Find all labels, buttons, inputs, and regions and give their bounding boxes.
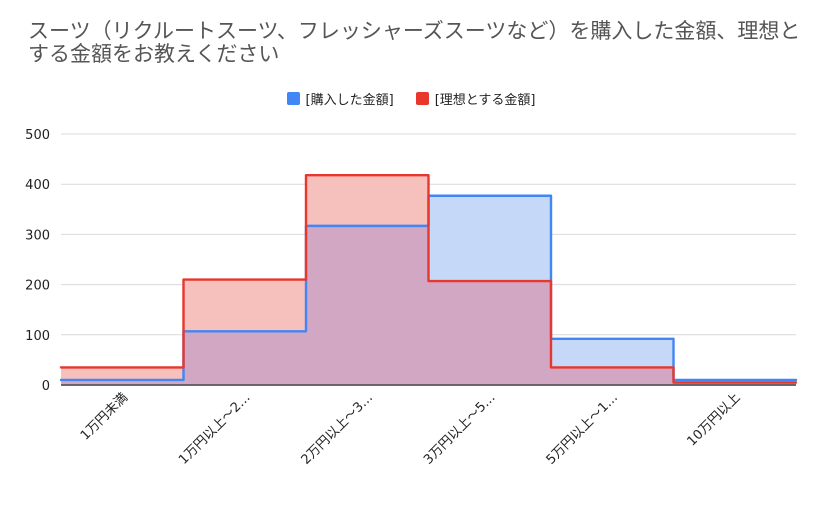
overlap-fill-2 bbox=[306, 225, 429, 385]
y-tick-label-300: 300 bbox=[25, 228, 50, 243]
x-tick-label-1: 1万円以上～2… bbox=[176, 390, 253, 467]
series-0-fill-4 bbox=[551, 338, 674, 368]
x-tick-label-5: 10万円以上 bbox=[685, 390, 744, 449]
series-line-1[interactable] bbox=[59, 173, 798, 384]
series-0-fill-3 bbox=[428, 195, 551, 282]
x-tick-label-2: 2万円以上～3… bbox=[299, 390, 376, 467]
legend-label-purchased: [購入した金額] bbox=[305, 93, 394, 108]
y-tick-label-400: 400 bbox=[25, 178, 50, 193]
overlap-fill-4 bbox=[551, 367, 674, 385]
y-tick-label-0: 0 bbox=[42, 379, 50, 394]
legend-item-ideal[interactable]: [理想とする金額] bbox=[415, 89, 536, 108]
y-tick-label-100: 100 bbox=[25, 329, 50, 344]
legend-item-purchased[interactable]: [購入した金額] bbox=[286, 89, 394, 108]
y-tick-label-500: 500 bbox=[25, 128, 50, 143]
x-tick-label-0: 1万円未満 bbox=[78, 390, 131, 443]
chart-title: スーツ（リクルートスーツ、フレッシャーズスーツなど）を購入した金額、理想とする金… bbox=[28, 19, 801, 66]
overlap-fill-5 bbox=[673, 382, 796, 385]
series-1-fill-2 bbox=[306, 175, 429, 226]
overlap-fill-3 bbox=[428, 281, 551, 385]
series-1-fill-0 bbox=[61, 367, 184, 380]
legend-label-ideal: [理想とする金額] bbox=[434, 93, 536, 108]
series-1-fill-1 bbox=[183, 279, 306, 332]
series-0-fill-5 bbox=[673, 379, 796, 383]
legend: [購入した金額] [理想とする金額] bbox=[0, 89, 822, 108]
x-tick-label-3: 3万円以上～5… bbox=[421, 390, 498, 467]
overlap-fill-0 bbox=[61, 379, 184, 385]
x-tick-label-4: 5万円以上～1… bbox=[544, 390, 621, 467]
legend-swatch-ideal bbox=[415, 92, 429, 105]
overlap-fill-1 bbox=[183, 331, 306, 385]
y-tick-label-200: 200 bbox=[25, 279, 50, 294]
legend-swatch-purchased bbox=[286, 92, 300, 105]
